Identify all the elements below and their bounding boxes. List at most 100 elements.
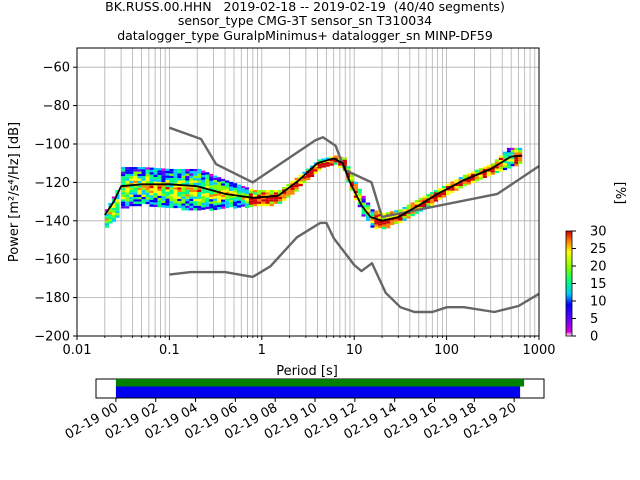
density-cell xyxy=(325,164,330,167)
density-cell xyxy=(209,196,214,200)
density-cell xyxy=(229,184,234,187)
density-cell xyxy=(353,188,359,191)
density-cell xyxy=(221,197,226,200)
density-cell xyxy=(229,202,234,205)
density-cell xyxy=(370,213,375,217)
density-cell xyxy=(201,195,206,199)
density-cell xyxy=(240,190,246,193)
density-cell xyxy=(290,180,295,184)
density-cell xyxy=(450,190,455,193)
density-cell xyxy=(225,198,230,202)
density-cell xyxy=(141,173,146,177)
density-cell xyxy=(450,188,455,191)
density-cell xyxy=(221,204,226,207)
density-cell xyxy=(209,187,214,191)
density-cell xyxy=(177,205,182,209)
density-cell xyxy=(506,152,512,155)
density-cell xyxy=(298,183,303,187)
density-cell xyxy=(333,162,338,165)
density-cell xyxy=(365,216,371,219)
density-cell xyxy=(418,200,423,203)
coverage-bar-upper xyxy=(115,379,525,387)
density-cell xyxy=(490,163,495,166)
density-cell xyxy=(173,203,178,206)
density-cell xyxy=(181,192,186,195)
density-cell xyxy=(390,220,395,223)
density-cell xyxy=(129,199,134,202)
density-cell xyxy=(370,220,375,224)
density-cell xyxy=(145,197,150,200)
density-cell xyxy=(418,197,423,201)
density-cell xyxy=(506,166,512,169)
density-cell xyxy=(193,187,198,190)
density-cell xyxy=(161,202,166,206)
density-cell xyxy=(153,179,158,182)
density-cell xyxy=(189,173,194,176)
density-cell xyxy=(462,177,468,180)
density-cell xyxy=(108,214,113,217)
density-cell xyxy=(161,184,166,187)
density-cell xyxy=(410,204,415,207)
density-cell xyxy=(173,196,178,199)
density-cell xyxy=(193,198,198,202)
density-cell xyxy=(514,161,519,164)
density-cell xyxy=(402,216,407,219)
density-cell xyxy=(321,158,326,161)
density-cell xyxy=(141,187,146,191)
density-cell xyxy=(437,195,442,198)
density-cell xyxy=(229,200,234,203)
density-cell xyxy=(111,203,117,206)
density-cell xyxy=(209,176,214,179)
density-cell xyxy=(209,208,214,211)
density-cell xyxy=(133,169,138,172)
density-cell xyxy=(133,180,138,184)
density-cell xyxy=(104,216,110,219)
density-cell xyxy=(205,206,210,210)
coverage-bar-lower xyxy=(115,386,521,398)
density-cell xyxy=(426,196,431,199)
density-cell xyxy=(502,163,508,166)
density-cell xyxy=(309,172,315,175)
density-cell xyxy=(121,183,126,186)
density-cell xyxy=(205,176,210,180)
density-band xyxy=(104,147,523,230)
density-cell xyxy=(282,198,287,201)
density-cell xyxy=(221,188,226,191)
density-cell xyxy=(248,197,254,201)
density-cell xyxy=(236,196,242,199)
density-cell xyxy=(137,173,142,177)
density-cell xyxy=(125,169,130,172)
density-cell xyxy=(197,208,202,211)
density-cell xyxy=(141,190,146,193)
density-cell xyxy=(153,197,158,201)
density-cell xyxy=(240,188,246,191)
density-cell xyxy=(374,215,379,218)
colorbar-tick-label: 10 xyxy=(590,295,607,310)
density-cell xyxy=(125,176,130,179)
density-cell xyxy=(189,171,194,174)
density-cell xyxy=(518,157,523,160)
density-cell xyxy=(232,183,238,186)
density-cell xyxy=(201,172,206,176)
density-cell xyxy=(157,191,162,194)
density-cell xyxy=(282,193,287,197)
density-cell xyxy=(386,221,391,224)
density-cell xyxy=(346,168,351,171)
density-cell xyxy=(382,217,387,221)
density-cell xyxy=(510,159,515,162)
density-cell xyxy=(257,194,262,197)
density-cell xyxy=(269,199,274,202)
density-cell xyxy=(125,180,130,184)
density-cell xyxy=(145,192,150,195)
density-cell xyxy=(193,208,198,211)
y-axis-label: Power [m²/s⁴/Hz] [dB] xyxy=(7,122,22,262)
density-cell xyxy=(129,196,134,200)
density-cell xyxy=(141,199,146,202)
density-cell xyxy=(165,189,170,192)
density-cell xyxy=(510,161,515,164)
density-cell xyxy=(441,185,447,189)
density-cell xyxy=(273,199,279,202)
density-cell xyxy=(482,175,487,179)
density-cell xyxy=(133,192,138,195)
density-cell xyxy=(221,206,226,209)
